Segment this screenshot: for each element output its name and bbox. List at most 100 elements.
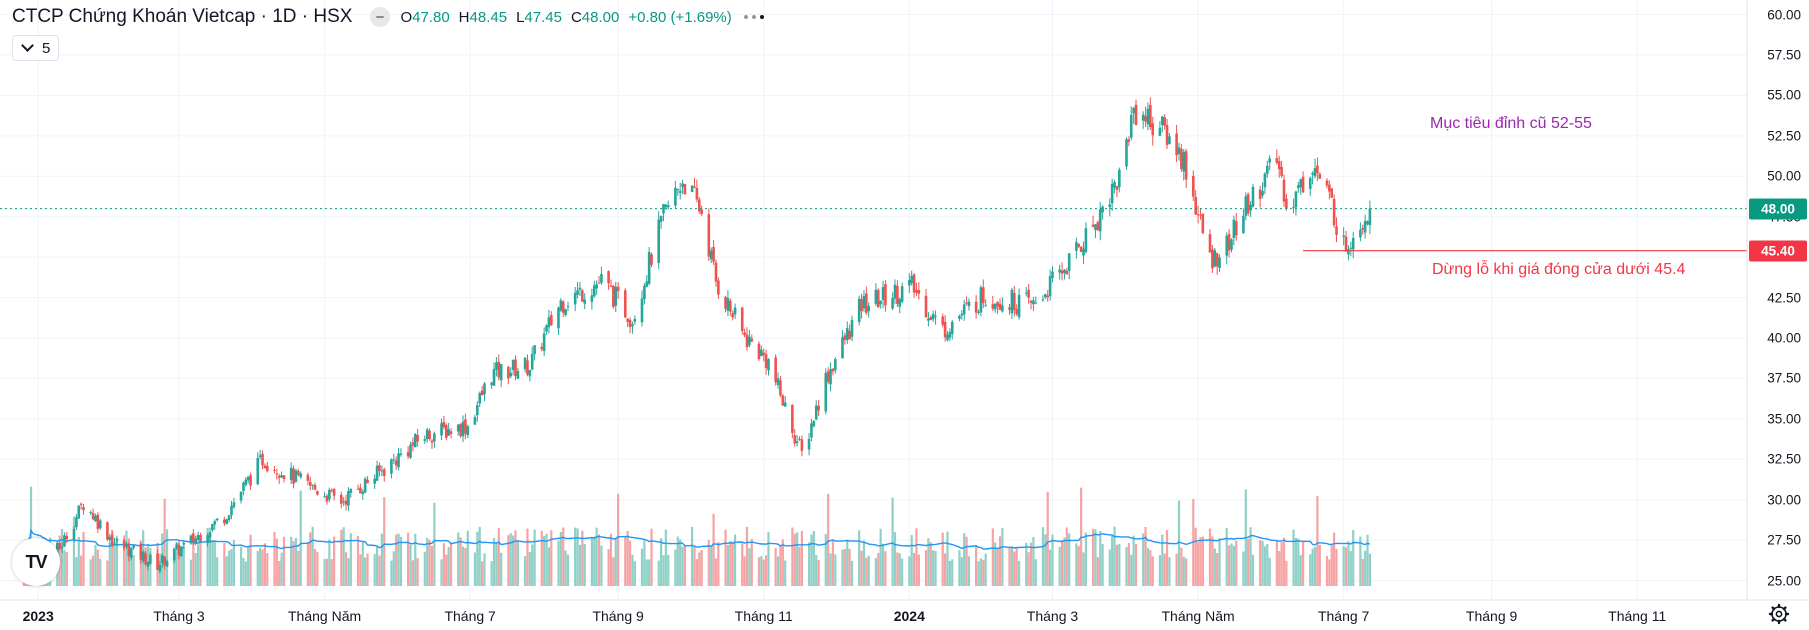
time-axis[interactable]: 2023 Tháng 3 Tháng Năm Tháng 7 Tháng 9 Tháng … [0, 600, 1747, 630]
volume-bar [877, 553, 880, 586]
volume-bar [395, 534, 398, 586]
volume-bar [1084, 532, 1088, 586]
candle [308, 481, 312, 486]
volume-bar [433, 502, 436, 586]
price-axis[interactable]: 60.0057.5055.0052.5050.0047.5045.0042.50… [1747, 0, 1809, 600]
candle [1196, 214, 1200, 216]
candle [1034, 302, 1038, 304]
candle [958, 315, 961, 319]
candle [1192, 176, 1195, 197]
candle [879, 301, 882, 305]
volume-bar [430, 546, 434, 586]
volume-bar [1196, 542, 1200, 586]
volume-bar [180, 548, 183, 586]
candle [447, 429, 450, 436]
candle [1211, 249, 1214, 269]
stop-loss-badge: 45.40 [1749, 240, 1807, 262]
candle [712, 246, 715, 262]
candlestick-series [22, 97, 1372, 579]
candle [843, 335, 847, 341]
volume-bar [994, 542, 997, 586]
candle [280, 475, 283, 478]
tradingview-logo[interactable]: TV [12, 538, 60, 586]
candle [745, 334, 749, 348]
volume-bar [273, 532, 276, 586]
volume-bar [242, 557, 245, 586]
candle [862, 295, 866, 309]
candle [690, 185, 694, 192]
volume-bar [910, 535, 913, 586]
candle [612, 285, 615, 307]
volume-bar [1199, 537, 1202, 586]
candle [1285, 198, 1288, 209]
candle [206, 535, 209, 544]
more-dots-icon[interactable] [743, 15, 764, 19]
volume-bar [99, 558, 102, 586]
volume-bar [733, 534, 737, 586]
stop-loss-annotation[interactable]: Dừng lỗ khi giá đóng cửa dưới 45.4 [1432, 260, 1686, 278]
target-annotation[interactable]: Mục tiêu đỉnh cũ 52-55 [1430, 114, 1592, 132]
indicator-toggle[interactable]: 5 [12, 35, 60, 61]
volume-bar [984, 553, 987, 586]
volume-bar [1034, 559, 1037, 586]
candle [227, 515, 231, 520]
candle [478, 393, 482, 404]
candle [662, 204, 665, 214]
volume-bar [550, 530, 553, 586]
candle [1098, 209, 1102, 232]
candle [297, 471, 300, 475]
candle [867, 306, 871, 312]
volume-bar [1259, 539, 1262, 586]
candle [626, 318, 629, 323]
volume-bar [192, 542, 195, 586]
candle [1079, 246, 1083, 252]
candle [1127, 139, 1131, 142]
candle [1332, 198, 1336, 226]
candle [881, 287, 885, 301]
candle [1199, 214, 1202, 216]
candle [1046, 295, 1050, 298]
volume-bar [597, 534, 601, 586]
volume-bar [507, 535, 510, 586]
volume-bar [182, 546, 185, 586]
volume-bar [447, 546, 450, 586]
candle [244, 479, 248, 485]
candle [330, 489, 334, 491]
candle [359, 487, 362, 494]
volume-bar [1163, 553, 1166, 586]
candle [1258, 189, 1262, 200]
volume-bar [1144, 527, 1147, 586]
volume-bar [356, 535, 360, 586]
candle [974, 301, 978, 313]
volume-bar [313, 548, 317, 586]
candle [1149, 104, 1152, 127]
volume-bar [609, 533, 613, 586]
price-tick-label: 40.00 [1767, 330, 1801, 346]
gear-icon[interactable] [1768, 603, 1790, 625]
candle [526, 360, 529, 375]
volume-bar [344, 552, 348, 586]
volume-bar [662, 555, 665, 586]
candle [1225, 235, 1229, 256]
candle [1108, 204, 1112, 208]
candle [924, 295, 928, 318]
volume-bar [1051, 534, 1054, 586]
candle [664, 204, 668, 208]
candle [442, 421, 446, 428]
symbol-title[interactable]: CTCP Chứng Khoán Vietcap · 1D · HSX [12, 6, 353, 27]
volume-bar [1280, 542, 1283, 586]
candle [1158, 127, 1162, 136]
candle [581, 290, 584, 302]
candle [1313, 168, 1317, 177]
volume-bar [411, 560, 414, 586]
candle [557, 307, 560, 329]
volume-bar [1077, 546, 1080, 586]
candle [1234, 221, 1238, 236]
candle [1292, 207, 1295, 209]
candle [857, 298, 861, 322]
candle [779, 380, 782, 396]
hide-legend-button[interactable] [370, 7, 391, 27]
candle [332, 489, 336, 496]
candle [946, 334, 949, 341]
